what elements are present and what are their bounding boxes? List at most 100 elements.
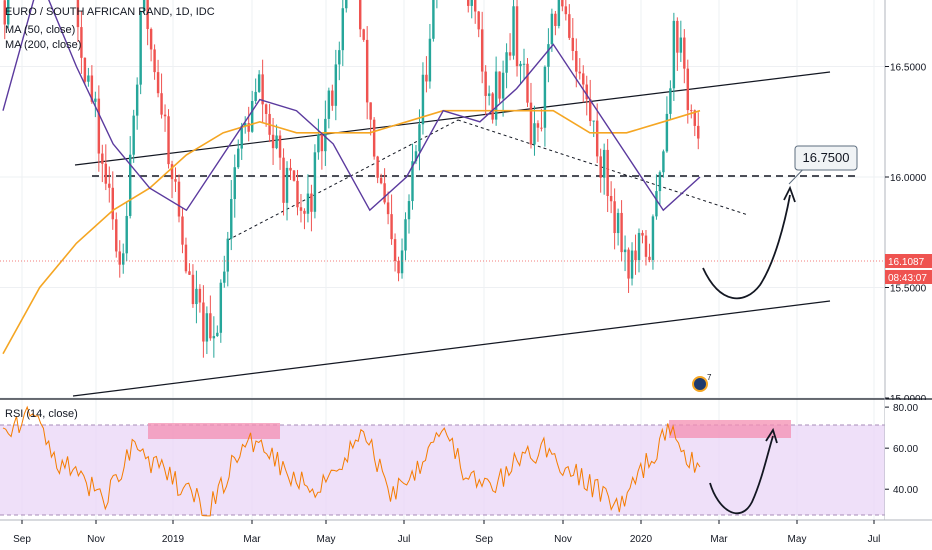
- candles: [3, 0, 700, 358]
- candle-body: [376, 156, 379, 178]
- candle-body: [132, 115, 135, 155]
- candle-body: [282, 157, 285, 203]
- candle-body: [191, 274, 195, 305]
- candle-body: [289, 167, 292, 171]
- candle-body: [275, 135, 278, 149]
- target-callout-box[interactable]: [794, 145, 858, 171]
- rsi-tick-label: 60.00: [893, 444, 918, 455]
- time-axis[interactable]: Sep Nov 2019 Mar May Jul Sep Nov 2020 Mar May Jul: [13, 520, 880, 545]
- candle-body: [522, 63, 526, 65]
- candle-body: [470, 0, 473, 6]
- candle-body: [170, 164, 174, 180]
- candle-body: [407, 201, 411, 220]
- candle-body: [411, 161, 414, 202]
- candle-body: [425, 74, 428, 82]
- candle-body: [641, 232, 644, 236]
- candle-body: [672, 20, 676, 89]
- candle-body: [397, 260, 400, 274]
- candle-body: [487, 93, 491, 96]
- candle-body: [676, 20, 679, 53]
- candle-body: [160, 93, 163, 115]
- candle-body: [379, 177, 383, 184]
- countdown-tag: [885, 270, 932, 284]
- candle-body: [543, 66, 547, 128]
- countdown-text: 08:43:07: [888, 273, 927, 284]
- candle-body: [658, 172, 662, 192]
- study-rsi[interactable]: RSI (14, close): [5, 408, 78, 420]
- candle-body: [620, 212, 623, 253]
- candle-body: [104, 163, 108, 184]
- candle-body: [529, 102, 533, 145]
- current-price-text: 16.1087: [888, 257, 925, 268]
- candle-body: [536, 123, 540, 128]
- candle-body: [582, 73, 585, 85]
- candle-body: [223, 271, 226, 283]
- candle-body: [602, 149, 606, 178]
- candle-body: [146, 0, 149, 30]
- candle-body: [421, 74, 425, 125]
- candle-body: [365, 39, 369, 103]
- candle-body: [592, 120, 595, 122]
- channel-bottom-line[interactable]: [72, 300, 831, 397]
- study-ma200[interactable]: MA (200, close): [5, 39, 81, 51]
- time-tick-label: Mar: [243, 534, 261, 545]
- candle-body: [83, 57, 87, 82]
- current-price-tag[interactable]: [885, 254, 932, 268]
- candle-body: [414, 151, 418, 162]
- candle-body: [386, 202, 390, 215]
- candle-body: [341, 8, 345, 51]
- candle-body: [338, 50, 341, 65]
- price-tick-label: 15.0000: [890, 394, 927, 405]
- candle-body: [404, 219, 407, 251]
- candle-body: [369, 102, 372, 120]
- candle-body: [571, 37, 575, 51]
- candle-body: [400, 250, 404, 274]
- projection-arrowhead-rsi: [765, 427, 778, 444]
- rsi-ticks: 80.00 60.00 40.00: [885, 403, 918, 496]
- candle-body: [250, 100, 254, 132]
- candle-body: [599, 156, 602, 178]
- candle-body: [554, 13, 557, 26]
- candle-body: [679, 37, 683, 53]
- candle-body: [205, 313, 209, 342]
- candle-body: [181, 216, 184, 245]
- candle-body: [345, 0, 348, 9]
- rsi-overbought-zone-left[interactable]: [148, 423, 280, 439]
- candle-body: [209, 313, 212, 339]
- channel-top-line[interactable]: [74, 71, 831, 166]
- projection-curve-price[interactable]: [702, 194, 791, 300]
- time-tick-label: 2019: [162, 534, 185, 545]
- event-badge-count: 7: [707, 373, 712, 382]
- candle-body: [111, 187, 114, 220]
- candle-body: [230, 199, 233, 239]
- candle-body: [331, 90, 334, 106]
- candle-body: [609, 196, 613, 202]
- candle-body: [564, 6, 568, 15]
- candle-body: [271, 134, 275, 149]
- candle-body: [327, 90, 331, 119]
- study-ma50[interactable]: MA (50, close): [5, 24, 75, 36]
- candle-body: [637, 232, 641, 261]
- candle-body: [237, 148, 240, 168]
- candle-body: [128, 154, 132, 216]
- time-tick-label: Mar: [710, 534, 728, 545]
- candle-body: [390, 214, 393, 240]
- chart-title[interactable]: EURO / SOUTH AFRICAN RAND, 1D, IDC: [5, 6, 215, 18]
- candle-body: [533, 123, 536, 145]
- projection-curve-rsi[interactable]: [709, 435, 774, 515]
- candle-body: [261, 74, 264, 105]
- price-axis[interactable]: [885, 0, 932, 398]
- event-badge[interactable]: 7: [692, 373, 712, 392]
- candle-body: [139, 11, 142, 85]
- candle-body: [108, 183, 111, 188]
- candle-body: [7, 0, 10, 25]
- candle-body: [651, 216, 655, 260]
- candle-body: [310, 193, 313, 212]
- ma200-line: [2, 109, 701, 355]
- rsi-overbought-zone-right[interactable]: [669, 420, 791, 438]
- rsi-axis[interactable]: [885, 400, 932, 520]
- event-badge-icon[interactable]: [692, 376, 708, 392]
- candle-body: [324, 118, 327, 152]
- candle-body: [118, 251, 121, 265]
